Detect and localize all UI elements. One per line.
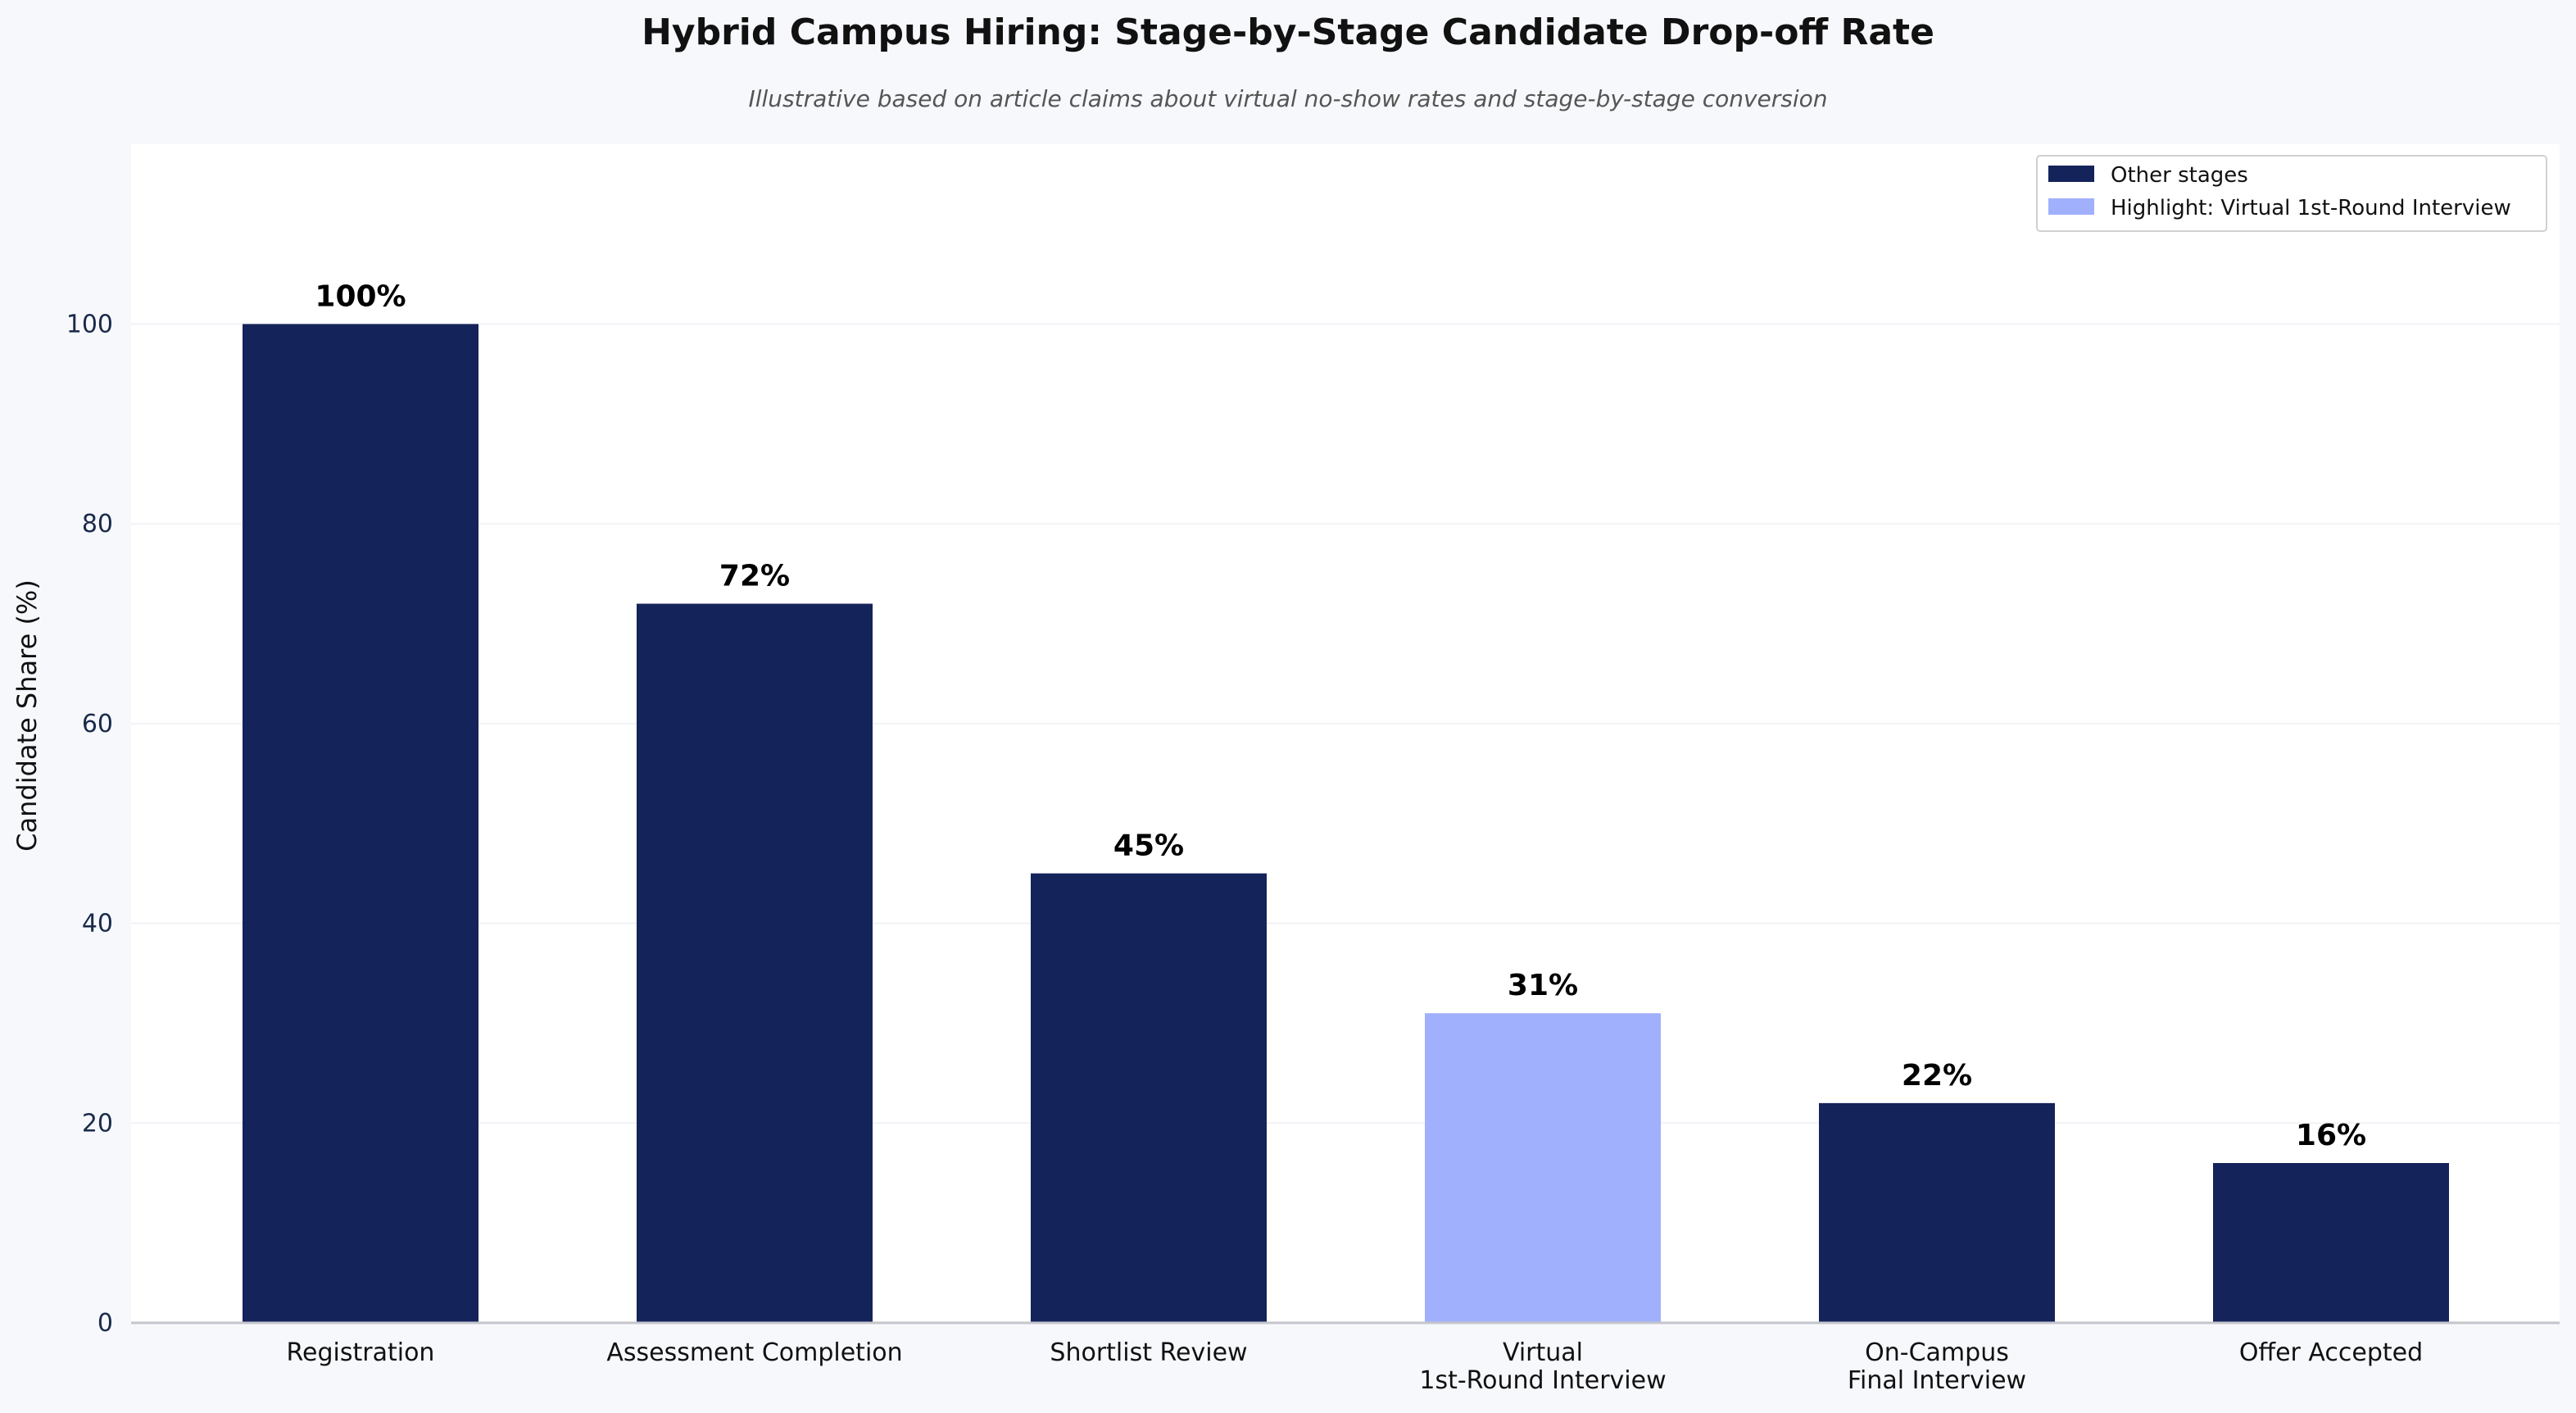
x-tick-label-line: Assessment Completion [606, 1338, 902, 1367]
bar [1031, 873, 1267, 1323]
legend-swatch-highlight [2048, 198, 2094, 215]
y-axis-ticks: 0 20 40 60 80 100 [66, 310, 113, 1338]
bar-highlight [1425, 1013, 1661, 1323]
legend-box [2036, 155, 2547, 232]
x-tick-label-line: On-Campus [1865, 1338, 2009, 1367]
bar [1819, 1102, 2055, 1323]
y-tick-label: 100 [66, 310, 113, 338]
y-tick-label: 20 [82, 1109, 113, 1138]
bar [637, 603, 873, 1323]
x-tick-label-line: Final Interview [1848, 1366, 2026, 1395]
bar [243, 324, 478, 1323]
x-tick-label-line: Virtual [1503, 1338, 1583, 1367]
x-tick-label: Shortlist Review [1050, 1338, 1247, 1367]
bar-value-label: 100% [315, 279, 406, 313]
x-tick-label-line: Registration [287, 1338, 435, 1367]
bar-value-label: 31% [1508, 969, 1578, 1002]
x-axis-ticks: Registration Assessment Completion Shortli… [287, 1338, 2424, 1395]
plot-area-background [131, 144, 2560, 1323]
y-axis-label: Candidate Share (%) [11, 579, 43, 852]
y-tick-label: 40 [82, 910, 113, 938]
x-tick-label: Virtual 1st-Round Interview [1419, 1338, 1666, 1395]
x-tick-label-line: Shortlist Review [1050, 1338, 1247, 1367]
bar-value-label: 72% [719, 560, 790, 593]
y-tick-label: 60 [82, 710, 113, 738]
y-tick-label: 80 [82, 510, 113, 538]
x-tick-label: Offer Accepted [2239, 1338, 2423, 1367]
y-tick-label: 0 [98, 1309, 113, 1338]
legend-label-other-stages: Other stages [2111, 163, 2248, 188]
x-tick-label-line: Offer Accepted [2239, 1338, 2423, 1367]
legend: Other stages Highlight: Virtual 1st-Roun… [2036, 155, 2547, 232]
legend-swatch-other-stages [2048, 166, 2094, 182]
bar-value-label: 16% [2296, 1119, 2366, 1152]
x-tick-label-line: 1st-Round Interview [1419, 1366, 1666, 1395]
bar-value-label: 45% [1113, 829, 1184, 863]
x-tick-label: On-Campus Final Interview [1848, 1338, 2026, 1395]
bar [2213, 1163, 2449, 1323]
x-tick-label: Assessment Completion [606, 1338, 902, 1367]
gridlines [131, 323, 2560, 1124]
chart-title: Hybrid Campus Hiring: Stage-by-Stage Can… [642, 11, 1934, 53]
bars [243, 324, 2449, 1323]
data-labels: 100% 72% 45% 31% 22% 16% [315, 279, 2366, 1152]
x-tick-label: Registration [287, 1338, 435, 1367]
legend-label-highlight: Highlight: Virtual 1st-Round Interview [2111, 196, 2511, 220]
chart-subtitle: Illustrative based on article claims abo… [748, 85, 1827, 112]
bar-value-label: 22% [1902, 1059, 1972, 1093]
